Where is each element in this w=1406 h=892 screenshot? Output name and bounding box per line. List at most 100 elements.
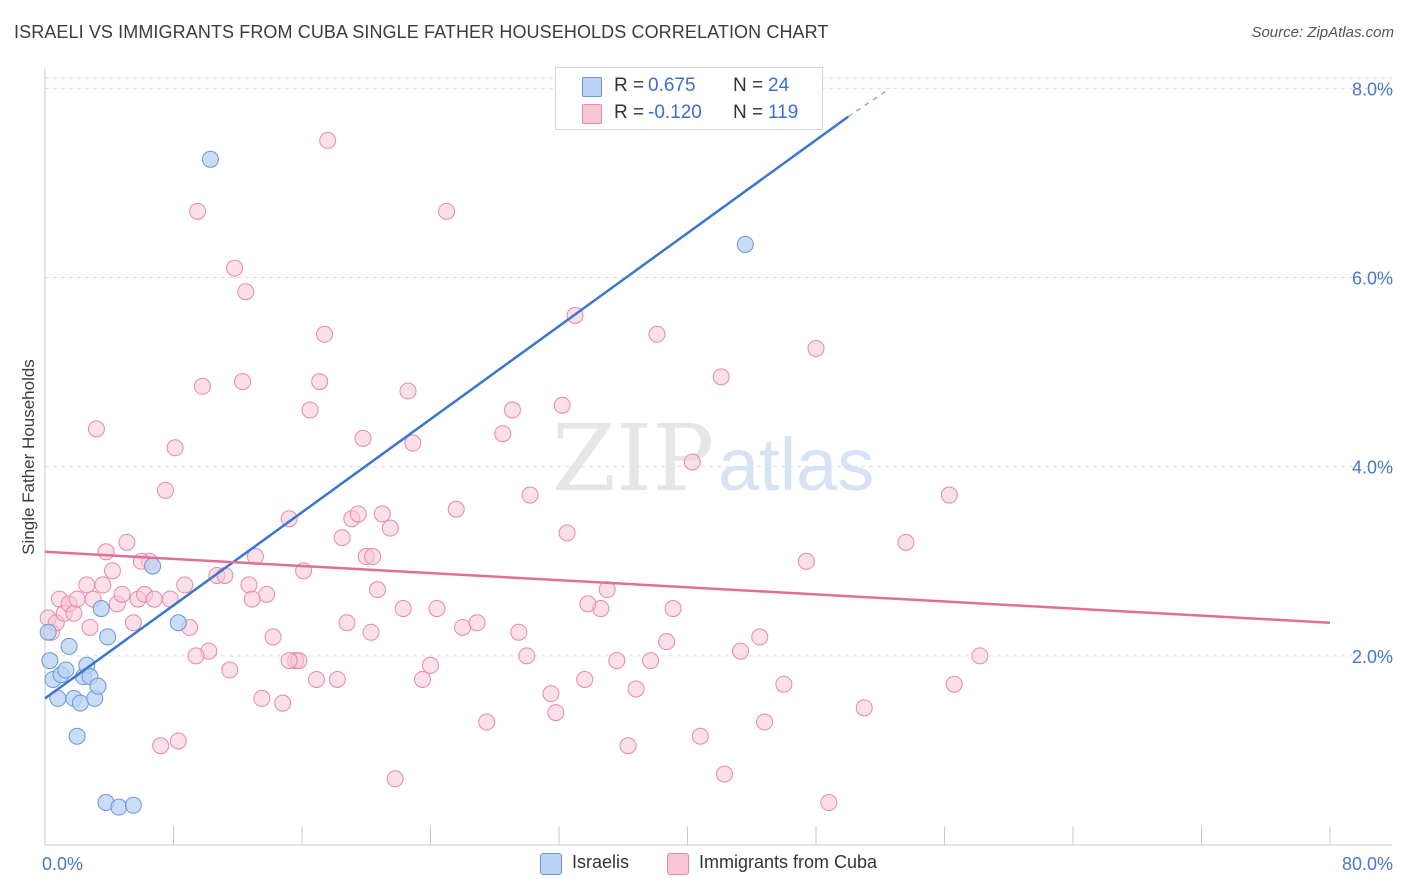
trend-line-cuba (44, 550, 1331, 624)
data-point-cuba (68, 590, 86, 608)
data-point-cuba (579, 595, 597, 613)
bottom-legend-swatch-cuba (667, 853, 689, 875)
data-point-cuba (381, 519, 399, 537)
data-point-cuba (608, 652, 626, 670)
data-point-cuba (311, 373, 329, 391)
x-tick-label: 0.0% (42, 854, 83, 874)
correlation-legend: R = 0.675 N = 24 R = -0.120 N = 119 (555, 67, 823, 130)
data-point-cuba (373, 505, 391, 523)
data-point-israelis (39, 623, 57, 641)
data-point-cuba (103, 562, 121, 580)
data-point-cuba (274, 694, 292, 712)
data-point-cuba (280, 510, 298, 528)
data-point-cuba (189, 202, 207, 220)
data-point-cuba (510, 623, 528, 641)
data-point-cuba (368, 581, 386, 599)
data-point-cuba (187, 647, 205, 665)
data-point-cuba (166, 439, 184, 457)
data-point-cuba (664, 600, 682, 618)
data-point-cuba (362, 623, 380, 641)
data-point-cuba (118, 533, 136, 551)
data-point-cuba (576, 670, 594, 688)
data-point-israelis (736, 235, 754, 253)
data-point-cuba (221, 661, 239, 679)
data-point-cuba (333, 529, 351, 547)
data-point-israelis (41, 652, 59, 670)
data-point-cuba (152, 737, 170, 755)
data-point-cuba (253, 689, 271, 707)
data-point-cuba (301, 401, 319, 419)
data-point-cuba (775, 675, 793, 693)
data-point-cuba (364, 548, 382, 566)
data-point-cuba (940, 486, 958, 504)
data-point-cuba (399, 382, 417, 400)
legend-swatch-israelis (582, 77, 602, 97)
data-point-cuba (855, 699, 873, 717)
data-point-cuba (169, 732, 187, 750)
data-point-cuba (547, 704, 565, 722)
data-point-cuba (124, 614, 142, 632)
data-point-israelis (201, 150, 219, 168)
data-point-cuba (619, 737, 637, 755)
tick-labels: 2.0% 4.0% 6.0% 8.0% 0.0% 80.0% (42, 79, 1393, 874)
data-point-cuba (87, 420, 105, 438)
data-point-israelis (68, 727, 86, 745)
data-point-cuba (478, 713, 496, 731)
data-point-cuba (97, 543, 115, 561)
bottom-legend-label-cuba: Immigrants from Cuba (699, 852, 878, 872)
legend-row-cuba: R = -0.120 N = 119 (556, 101, 822, 127)
data-point-cuba (94, 576, 112, 594)
data-point-cuba (447, 500, 465, 518)
data-point-israelis (89, 677, 107, 695)
y-tick-label: 4.0% (1352, 458, 1393, 478)
legend-swatch-cuba (582, 104, 602, 124)
data-point-cuba (820, 793, 838, 811)
legend-row-israelis: R = 0.675 N = 24 (556, 74, 822, 100)
source-label: Source: ZipAtlas.com (1251, 24, 1394, 41)
chart-title: ISRAELI VS IMMIGRANTS FROM CUBA SINGLE F… (14, 22, 829, 42)
gridlines (45, 77, 1392, 657)
legend-n-value: 24 (768, 75, 790, 96)
data-point-cuba (428, 600, 446, 618)
data-point-cuba (715, 765, 733, 783)
data-point-cuba (691, 727, 709, 745)
data-point-cuba (648, 325, 666, 343)
data-point-cuba (113, 585, 131, 603)
data-point-cuba (315, 325, 333, 343)
x-tick-label: 80.0% (1342, 854, 1393, 874)
data-point-cuba (258, 585, 276, 603)
data-point-cuba (503, 401, 521, 419)
data-point-cuba (193, 377, 211, 395)
data-point-cuba (78, 576, 96, 594)
data-point-israelis (144, 557, 162, 575)
data-point-cuba (897, 533, 915, 551)
data-point-cuba (683, 453, 701, 471)
data-point-cuba (945, 675, 963, 693)
legend-r-label: R = (614, 75, 645, 96)
data-point-israelis (124, 796, 142, 814)
data-point-cuba (542, 685, 560, 703)
legend-r-label: R = (614, 102, 645, 123)
data-point-cuba (756, 713, 774, 731)
data-point-cuba (413, 670, 431, 688)
data-point-cuba (280, 652, 298, 670)
data-point-cuba (518, 647, 536, 665)
bottom-legend-swatch-israelis (540, 853, 562, 875)
data-point-cuba (971, 647, 989, 665)
data-point-cuba (422, 656, 439, 674)
data-point-cuba (328, 670, 346, 688)
data-point-cuba (732, 642, 750, 660)
data-point-cuba (338, 614, 356, 632)
series-israelis-points (39, 150, 754, 816)
data-point-cuba (394, 600, 412, 618)
trend-lines (44, 87, 1331, 700)
data-point-cuba (438, 202, 456, 220)
data-point-cuba (145, 590, 163, 608)
data-point-cuba (243, 590, 261, 608)
data-point-cuba (319, 131, 337, 149)
series-cuba-points (39, 131, 989, 811)
data-point-cuba (468, 614, 486, 632)
data-point-cuba (404, 434, 422, 452)
data-point-cuba (658, 633, 676, 651)
